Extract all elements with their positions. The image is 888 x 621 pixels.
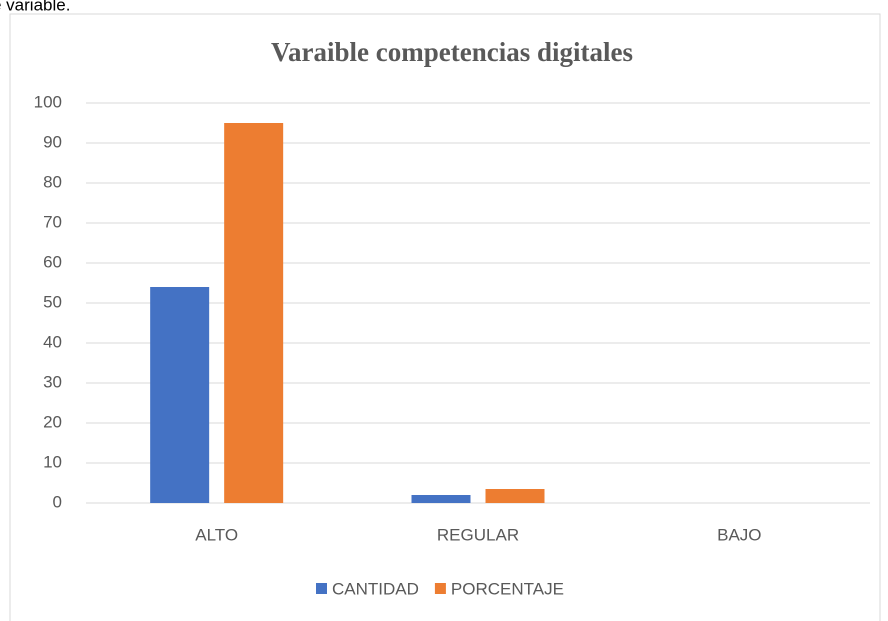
x-tick-label: BAJO	[717, 525, 761, 544]
y-tick-label: 70	[43, 212, 62, 231]
bar	[150, 287, 210, 503]
legend-label: PORCENTAJE	[451, 579, 564, 598]
legend-swatch	[434, 583, 446, 594]
y-tick-label: 50	[43, 292, 62, 311]
y-tick-label: 60	[43, 252, 62, 271]
caption: e variable.	[0, 0, 70, 14]
y-tick-label: 0	[53, 492, 62, 511]
y-tick-label: 100	[34, 92, 62, 111]
y-tick-label: 10	[43, 452, 62, 471]
x-tick-label: REGULAR	[437, 525, 519, 544]
y-tick-label: 30	[43, 372, 62, 391]
bar	[224, 123, 284, 503]
y-tick-label: 40	[43, 332, 62, 351]
legend-label: CANTIDAD	[332, 579, 419, 598]
y-tick-label: 20	[43, 412, 62, 431]
bar	[485, 489, 545, 503]
x-tick-label: ALTO	[195, 525, 238, 544]
legend-swatch	[316, 583, 327, 594]
chart-title: Varaible competencias digitales	[271, 37, 633, 67]
y-tick-label: 80	[43, 172, 62, 191]
bar	[411, 495, 471, 503]
y-tick-label: 90	[43, 132, 62, 151]
